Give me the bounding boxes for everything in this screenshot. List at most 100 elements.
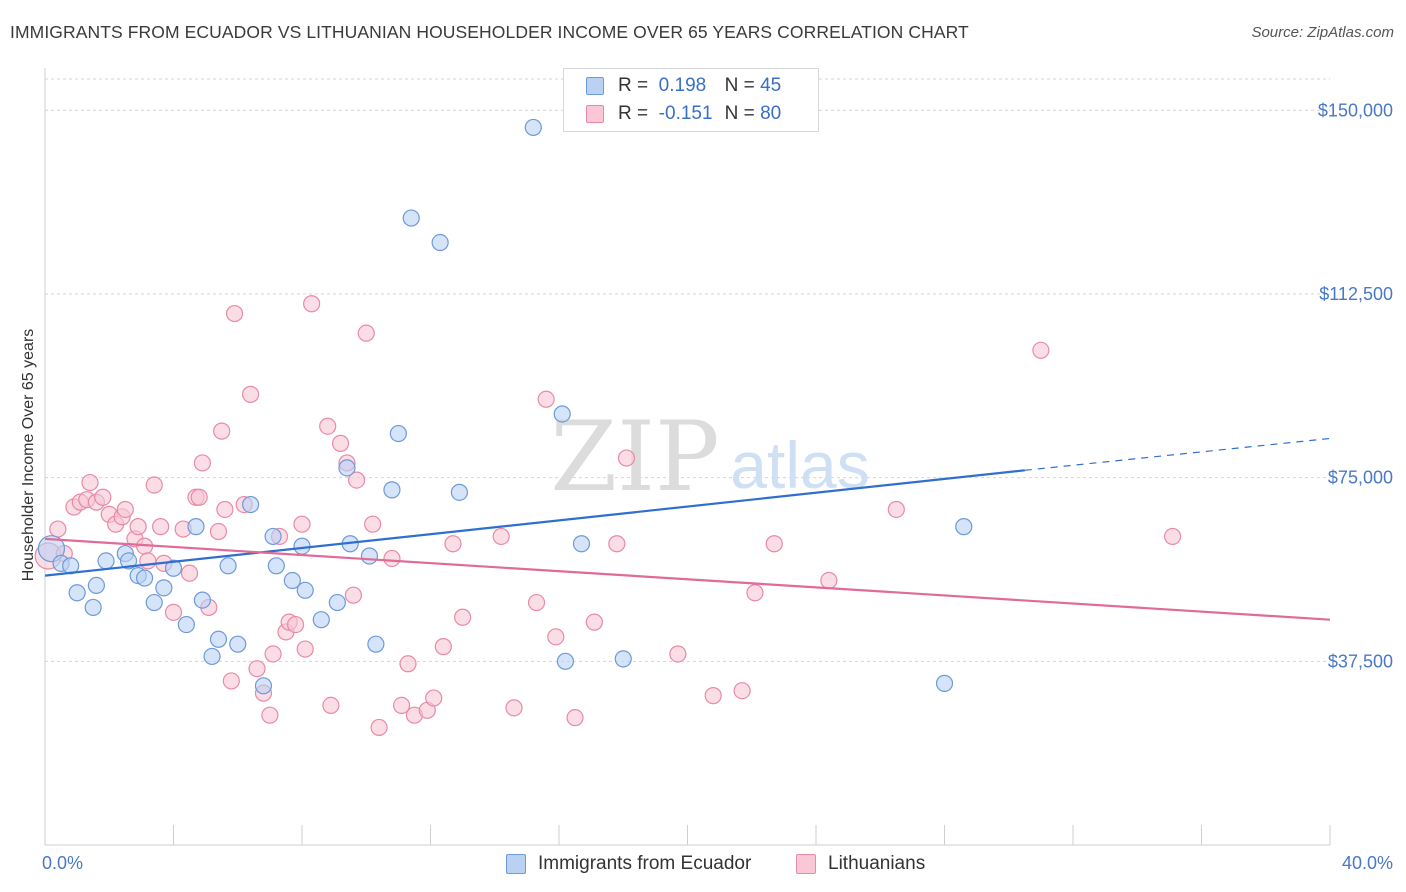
lithuanians-point: [425, 689, 443, 707]
lithuanians-point: [704, 687, 722, 705]
ecuador-point: [338, 459, 356, 477]
lithuanians-point: [261, 706, 279, 724]
lithuanians-point: [527, 593, 546, 612]
ecuador-point: [614, 650, 632, 668]
lithuanians-point: [164, 603, 183, 621]
lithuanians-point: [348, 471, 366, 489]
lithuanians-point: [81, 473, 99, 492]
lithuanians-point: [454, 608, 472, 626]
lithuanians-point: [264, 645, 282, 663]
ecuador-point: [296, 581, 314, 599]
lithuanians-point: [180, 564, 199, 582]
lithuanians-point: [547, 628, 565, 646]
trend-line-lithuanians: [44, 537, 1331, 621]
lithuanians-point: [765, 535, 783, 553]
trend-line-ecuador: [44, 469, 1025, 577]
ecuador-point: [955, 518, 973, 536]
y-tick-label: $75,000: [1328, 468, 1393, 488]
ecuador-point: [97, 552, 115, 570]
lithuanians-point: [152, 518, 170, 536]
lithuanians-point: [322, 696, 340, 715]
legend-r-label: R =: [618, 75, 649, 96]
lithuanians-point: [444, 535, 462, 553]
lithuanians-point: [286, 615, 305, 634]
lithuanians-point: [370, 718, 388, 737]
lithuanians-point: [129, 518, 147, 536]
legend-row-ecuador: R = 0.198 N = 45: [586, 74, 781, 98]
axes: [44, 68, 1331, 846]
ecuador-point: [145, 593, 163, 612]
ecuador-point: [187, 518, 205, 536]
lithuanians-point: [434, 638, 452, 656]
series-lithuanians-points: [34, 295, 1182, 737]
lithuanians-point: [94, 488, 112, 506]
bottom-legend-label-ecuador: Immigrants from Ecuador: [538, 853, 752, 874]
trend-line-ecuador-projection: [1024, 437, 1331, 471]
ecuador-point: [68, 584, 86, 602]
lithuanians-point: [116, 500, 134, 519]
lithuanians-point: [296, 640, 314, 658]
lithuanians-point: [733, 682, 751, 700]
lithuanians-point: [248, 660, 266, 678]
chart-title: IMMIGRANTS FROM ECUADOR VS LITHUANIAN HO…: [10, 22, 969, 42]
ecuador-point: [264, 527, 282, 546]
lithuanians-point: [492, 527, 510, 546]
ecuador-point: [312, 611, 330, 629]
lithuanians-point: [145, 476, 163, 494]
trend-lines: [44, 437, 1331, 621]
lithuanians-point: [820, 571, 838, 590]
ecuador-point: [572, 535, 591, 553]
watermark-zip: ZIP: [550, 401, 719, 513]
bottom-legend-lithuanians: Lithuanians: [796, 852, 925, 876]
ecuador-point: [135, 569, 154, 587]
lithuanians-point: [193, 454, 212, 472]
legend-row-lithuanians: R = -0.151 N = 80: [586, 102, 781, 126]
y-tick-label: $150,000: [1318, 100, 1393, 120]
lithuanians-point: [190, 488, 208, 506]
lithuanians-point: [669, 645, 687, 663]
legend-n-label: N =: [724, 75, 755, 96]
bottom-legend-label-lithuanians: Lithuanians: [828, 853, 926, 874]
ecuador-point: [219, 557, 237, 575]
gridlines: [45, 78, 1330, 662]
lithuanians-point: [49, 520, 67, 538]
bottom-legend-swatch-lithuanians: [796, 854, 816, 874]
x-tick-label-left: 0.0%: [42, 853, 83, 873]
lithuanians-point: [222, 672, 240, 690]
ecuador-point: [267, 557, 285, 575]
legend-r-label: R =: [618, 103, 649, 124]
legend-swatch-ecuador: [586, 77, 604, 95]
y-tick-label: $37,500: [1328, 651, 1393, 671]
lithuanians-point: [617, 449, 636, 467]
ecuador-point: [431, 233, 449, 252]
ecuador-point: [360, 547, 379, 565]
bottom-legend-ecuador: Immigrants from Ecuador: [506, 852, 751, 876]
watermark: ZIP atlas: [550, 401, 869, 513]
ecuador-point: [402, 209, 420, 227]
ecuador-point: [164, 559, 183, 577]
ecuador-point: [209, 630, 228, 648]
lithuanians-point: [209, 522, 228, 541]
lithuanians-point: [608, 535, 626, 553]
lithuanians-point: [1032, 341, 1050, 359]
ecuador-point: [328, 593, 346, 612]
lithuanians-point: [303, 295, 321, 313]
legend-r-value-ecuador: 0.198: [658, 75, 707, 96]
lithuanians-point: [746, 584, 764, 602]
lithuanians-point: [225, 304, 244, 323]
lithuanians-point: [364, 515, 382, 533]
ecuador-point: [87, 576, 106, 595]
lithuanians-point: [139, 552, 157, 570]
ecuador-point: [229, 635, 247, 653]
lithuanians-point: [213, 422, 231, 440]
lithuanians-point: [216, 500, 234, 519]
tick-labels: $37,500 $75,000 $112,500 $150,000 0.0% 40.0%: [42, 100, 1393, 873]
lithuanians-point: [319, 417, 337, 435]
ecuador-point: [242, 495, 260, 514]
ecuador-point: [293, 537, 311, 555]
x-tick-label-right: 40.0%: [1342, 853, 1393, 873]
lithuanians-point: [293, 515, 311, 533]
ecuador-point: [193, 591, 212, 609]
ecuador-point: [177, 615, 195, 634]
legend-n-label: N =: [724, 103, 755, 124]
